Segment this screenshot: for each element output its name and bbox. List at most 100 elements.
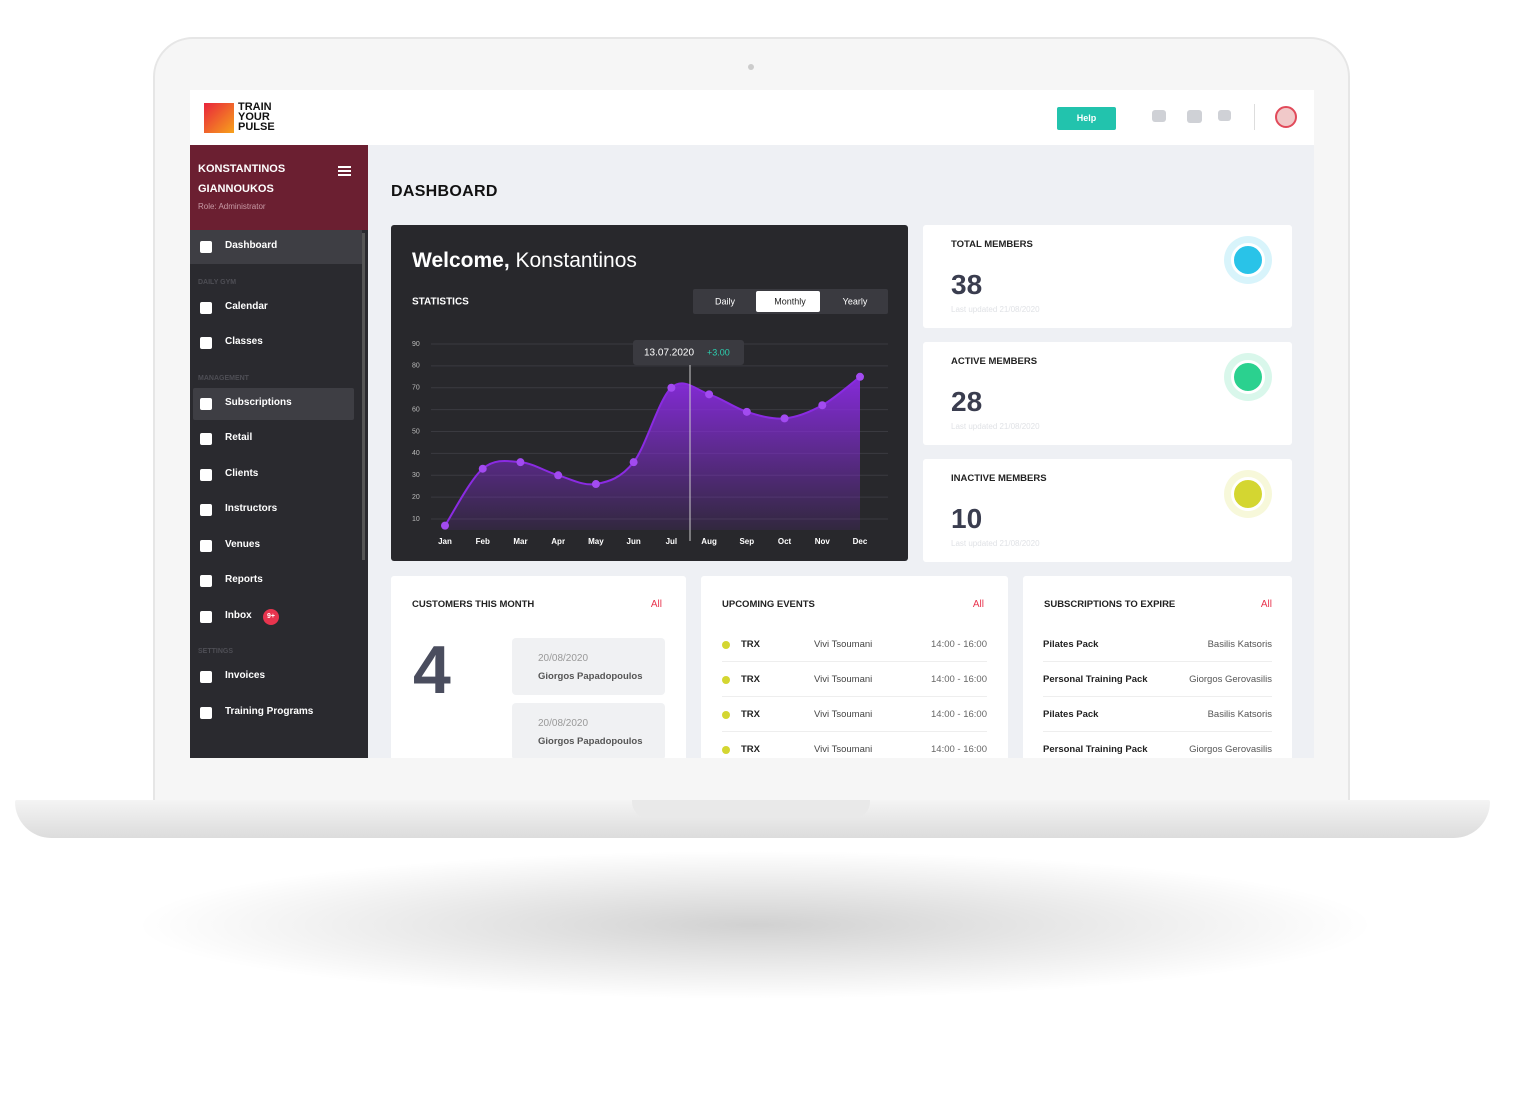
- logo-mark: [204, 103, 234, 133]
- stat-icon: [1231, 360, 1265, 394]
- card-link[interactable]: All: [650, 599, 662, 610]
- user-name: GIANNOUKOS: [198, 183, 274, 195]
- y-tick-label: 10: [412, 516, 420, 523]
- subscription-member: Giorgos Gerovasilis: [1189, 744, 1272, 755]
- header-icon[interactable]: [1187, 110, 1202, 123]
- customer-name: Giorgos Papadopoulos: [538, 671, 643, 682]
- nav-item[interactable]: Instructors: [225, 503, 278, 514]
- customer-name: Giorgos Papadopoulos: [538, 736, 643, 747]
- help-button[interactable]: Help: [1057, 107, 1116, 130]
- screen: TRAIN YOUR PULSE Help KONSTANTINOS GIANNOUKOS…: [190, 90, 1314, 758]
- nav-item[interactable]: Venues: [225, 538, 261, 550]
- nav-item[interactable]: Training Programs: [225, 705, 314, 717]
- divider: [1254, 104, 1255, 130]
- event-name: TRX: [741, 674, 760, 685]
- stat-label: TOTAL MEMBERS: [951, 239, 1033, 250]
- event-instructor: Vivi Tsoumani: [814, 709, 873, 720]
- stat-updated: Last updated 21/08/2020: [951, 539, 1040, 548]
- stat-card: TOTAL MEMBERS 38 Last updated 21/08/2020: [923, 225, 1292, 328]
- welcome-greeting: Welcome,: [412, 249, 510, 272]
- nav-item[interactable]: Reports: [225, 574, 263, 585]
- card-title: SUBSCRIPTIONS TO EXPIRE: [1044, 599, 1176, 610]
- card-link[interactable]: All: [972, 599, 984, 610]
- header-icon[interactable]: [1218, 110, 1231, 121]
- row-separator: [722, 731, 987, 732]
- avatar[interactable]: [1275, 106, 1297, 128]
- nav-badge: 9+: [263, 608, 279, 625]
- nav-icon: [200, 504, 212, 516]
- stat-label: ACTIVE MEMBERS: [951, 356, 1038, 367]
- x-tick-label: Sep: [739, 537, 754, 546]
- event-dot: [722, 746, 730, 754]
- menu-icon[interactable]: [338, 174, 351, 176]
- event-time: 14:00 - 16:00: [931, 674, 987, 685]
- nav-item[interactable]: Retail: [225, 432, 253, 443]
- stat-value: 28: [951, 386, 983, 417]
- stat-card: INACTIVE MEMBERS 10 Last updated 21/08/202…: [923, 459, 1292, 562]
- header-icon[interactable]: [1152, 110, 1166, 122]
- nav-item[interactable]: Invoices: [225, 670, 266, 681]
- stat-value: 38: [951, 269, 983, 300]
- nav-item[interactable]: Calendar: [225, 300, 268, 312]
- stat-value: 10: [951, 503, 983, 534]
- point: [516, 458, 525, 467]
- nav-icon: [200, 468, 212, 481]
- nav-icon: [200, 301, 212, 314]
- subscription-member: Basilis Katsoris: [1207, 639, 1272, 650]
- nav-active: [190, 230, 362, 264]
- event-time: 14:00 - 16:00: [931, 639, 987, 650]
- sidebar: KONSTANTINOS GIANNOUKOS Role: Administrato…: [190, 145, 368, 758]
- event-instructor: Vivi Tsoumani: [814, 674, 873, 685]
- stat-label: INACTIVE MEMBERS: [951, 473, 1047, 484]
- y-tick-label: 50: [412, 428, 420, 435]
- nav-item[interactable]: Dashboard: [225, 240, 278, 251]
- nav-highlight: [193, 387, 354, 420]
- x-tick-label: Aug: [701, 537, 717, 546]
- camera: [748, 64, 754, 70]
- stat-card: ACTIVE MEMBERS 28 Last updated 21/08/2020: [923, 342, 1292, 445]
- x-tick-label: Jul: [666, 537, 678, 546]
- nav-icon: [200, 433, 212, 445]
- event-time: 14:00 - 16:00: [931, 709, 987, 720]
- nav-item[interactable]: Subscriptions: [225, 396, 292, 408]
- tab[interactable]: Daily: [715, 296, 736, 306]
- top-bar: TRAIN YOUR PULSE Help: [190, 90, 1314, 145]
- point: [591, 480, 600, 489]
- nav-item[interactable]: Inbox: [225, 609, 252, 621]
- point: [705, 390, 714, 399]
- point: [818, 401, 827, 410]
- card-link[interactable]: All: [1260, 599, 1272, 610]
- subscription-pack: Pilates Pack: [1043, 709, 1099, 720]
- nav-section: SETTINGS: [198, 648, 234, 655]
- logo-text: PULSE: [238, 121, 275, 133]
- event-name: TRX: [741, 709, 760, 720]
- menu-icon[interactable]: [338, 166, 351, 168]
- menu-icon[interactable]: [338, 170, 351, 172]
- subscription-member: Giorgos Gerovasilis: [1189, 674, 1272, 685]
- point: [441, 521, 449, 530]
- point: [554, 471, 563, 480]
- nav-item[interactable]: Clients: [225, 467, 259, 479]
- point: [629, 458, 638, 467]
- nav-item[interactable]: Classes: [225, 336, 263, 347]
- tab[interactable]: Yearly: [843, 296, 868, 306]
- stat-updated: Last updated 21/08/2020: [951, 305, 1040, 314]
- tab[interactable]: Monthly: [774, 296, 806, 306]
- point: [742, 407, 751, 416]
- point: [856, 372, 864, 381]
- stat-icon: [1231, 243, 1265, 277]
- welcome-card: Welcome, Konstantinos STATISTICS Daily Mont…: [391, 225, 908, 561]
- event-dot: [722, 676, 730, 684]
- user-role: Role: Administrator: [198, 202, 266, 211]
- customer-date: 20/08/2020: [538, 653, 589, 664]
- y-tick-label: 80: [412, 363, 420, 370]
- x-tick-label: Jan: [438, 537, 452, 546]
- row-separator: [1043, 661, 1272, 662]
- customers-count: 4: [413, 632, 451, 708]
- customer-entry: 20/08/2020 Giorgos Papadopoulos: [512, 703, 665, 758]
- event-instructor: Vivi Tsoumani: [814, 744, 873, 755]
- row-separator: [1043, 731, 1272, 732]
- x-tick-label: Nov: [815, 537, 831, 546]
- laptop-shadow: [130, 850, 1380, 1000]
